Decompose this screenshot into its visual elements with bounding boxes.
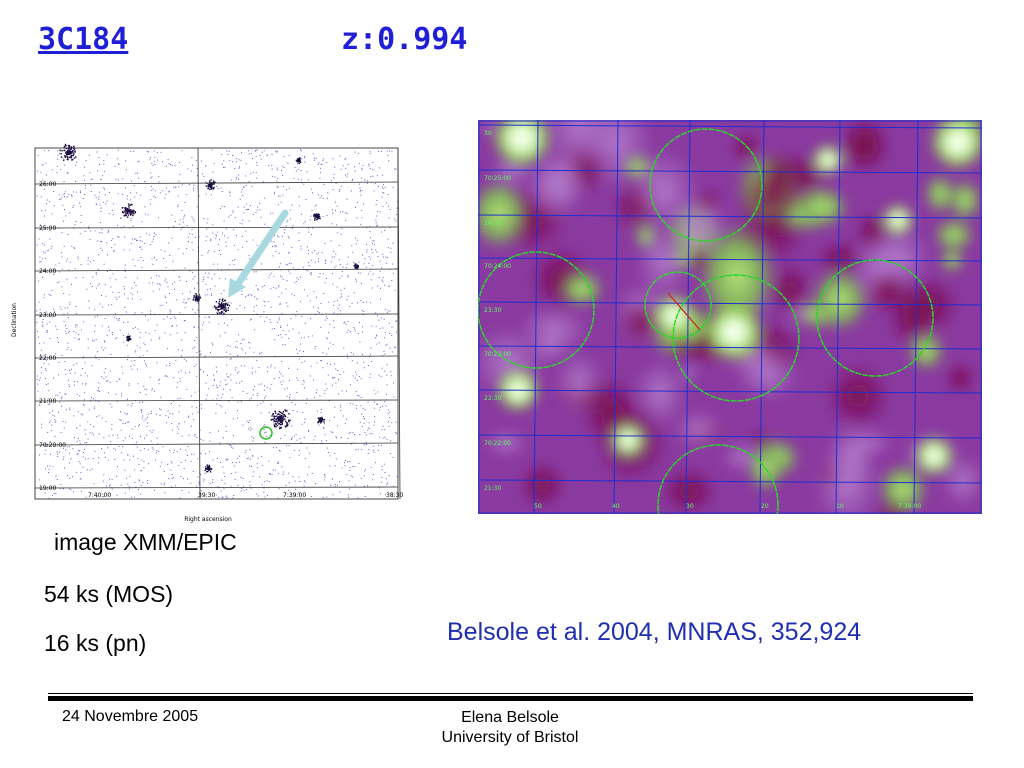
xray-ylabel: Declination: [11, 303, 18, 337]
xray-dec-tick: 70:20:00: [39, 442, 66, 449]
xray-dec-tick: 25:00: [39, 225, 56, 232]
instrument-caption: image XMM/EPIC: [54, 529, 237, 555]
xray-dec-tick: 23:00: [39, 312, 56, 319]
xray-dec-tick: 21:00: [39, 398, 56, 405]
smoothed-dec-tick: 70:22:00: [484, 440, 511, 447]
smoothed-dec-tick: 70:25:00: [484, 175, 511, 182]
xray-ra-tick: 7:39:00: [283, 492, 306, 499]
xray-photon-events: [36, 143, 398, 499]
smoothed-dec-tick: 30: [484, 130, 492, 137]
smoothed-xray-image: 30 70:25:00 24:30 70:24:00 23:30 70:23:00 22:3…: [478, 120, 982, 514]
radio-axis-line: [667, 292, 701, 331]
footer-divider: [48, 696, 973, 701]
object-name-link[interactable]: 3C184: [38, 22, 129, 57]
smoothed-ra-tick: 50: [534, 503, 542, 510]
xray-ra-tick: 7:40:00: [88, 492, 111, 499]
footer-author: Elena Belsole: [461, 709, 559, 726]
smoothed-ra-tick: 7:39:00: [898, 503, 921, 510]
pn-exposure-caption: 16 ks (pn): [44, 630, 147, 656]
smoothed-dec-tick: 21:30: [484, 485, 501, 492]
smoothed-ra-tick: 30: [686, 503, 694, 510]
citation-text: Belsole et al. 2004, MNRAS, 352,924: [447, 618, 862, 646]
footer-divider-thin: [48, 693, 973, 694]
xray-dec-tick: 24:00: [39, 268, 56, 275]
footer-date: 24 Novembre 2005: [62, 708, 199, 725]
target-marker-icon: [259, 426, 273, 440]
smoothed-dec-tick: 70:23:00: [484, 351, 511, 358]
smoothed-dec-tick: 23:30: [484, 307, 501, 314]
xray-xlabel: Right ascension: [184, 516, 232, 523]
mos-exposure-caption: 54 ks (MOS): [44, 581, 174, 607]
xray-dec-tick: 19:00: [39, 485, 56, 492]
xray-ra-tick: 38:30: [386, 492, 403, 499]
xray-epic-image: 26:00 25:00 24:00 23:00 22:00 21:00 70:20:00 19…: [8, 140, 408, 530]
smoothed-dec-tick: 70:24:00: [484, 263, 511, 270]
source-arrow-icon: [228, 209, 289, 298]
xray-dec-tick: 26:00: [39, 181, 56, 188]
extraction-circles: [478, 128, 934, 514]
smoothed-dec-tick: 24:30: [484, 220, 501, 227]
smoothed-ra-tick: 20: [761, 503, 769, 510]
footer-affiliation: University of Bristol: [441, 729, 579, 746]
smoothed-ra-tick: 10: [836, 503, 844, 510]
xray-dec-tick: 22:00: [39, 355, 56, 362]
footer-author-block: Elena Belsole University of Bristol: [400, 708, 620, 748]
smoothed-ra-tick: 40: [612, 503, 620, 510]
redshift-label: z:0.994: [341, 22, 468, 57]
smoothed-dec-tick: 22:30: [484, 395, 501, 402]
xray-ra-tick: 39:30: [198, 492, 215, 499]
